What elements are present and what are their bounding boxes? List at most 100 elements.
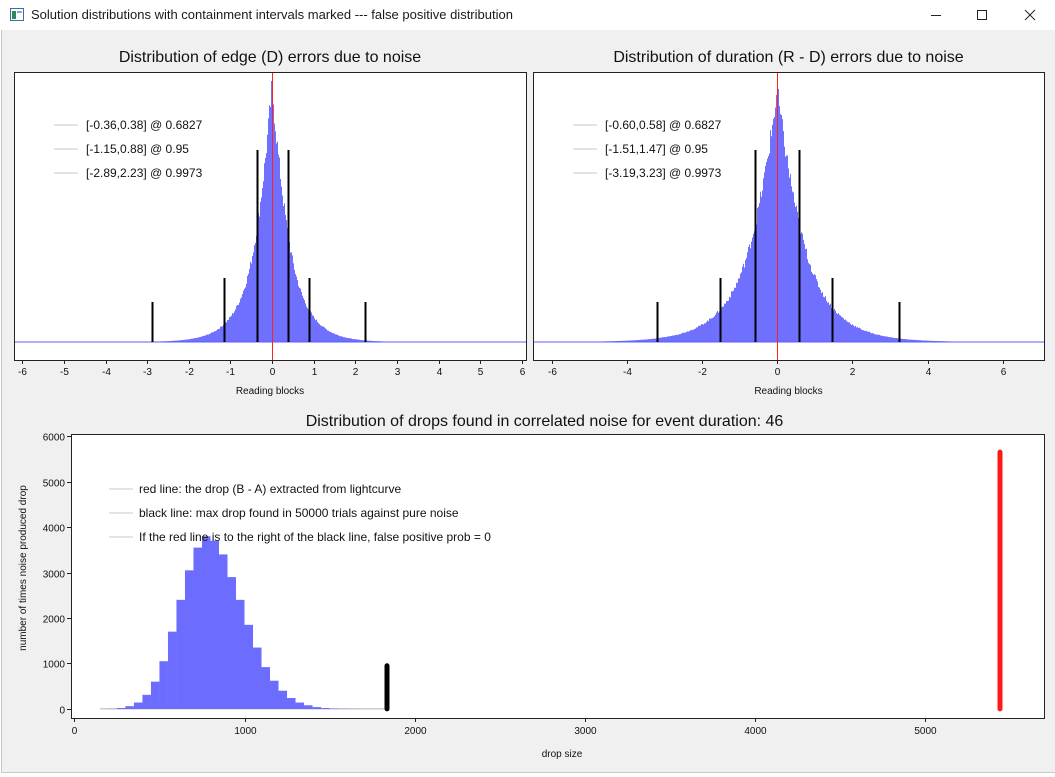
histogram-bin — [747, 252, 748, 342]
histogram-bin — [805, 249, 806, 342]
histogram-bin — [185, 340, 186, 342]
histogram-bar — [227, 577, 236, 709]
histogram-bin — [294, 270, 295, 342]
histogram-bin — [813, 275, 814, 342]
histogram-bin — [306, 307, 307, 342]
x-tick-label: 0 — [775, 367, 781, 378]
histogram-bin — [620, 341, 621, 342]
histogram-bin — [740, 274, 741, 342]
x-tick-label: 2 — [850, 367, 856, 378]
histogram-bin — [870, 333, 871, 342]
histogram-bin — [242, 294, 243, 342]
histogram-bar — [262, 667, 271, 709]
histogram-bar — [245, 625, 254, 709]
histogram-bin — [626, 341, 627, 342]
histogram-bin — [907, 339, 908, 342]
histogram-bin — [812, 273, 813, 342]
histogram-bin — [237, 305, 238, 342]
histogram-bin — [918, 340, 919, 342]
histogram-bin — [730, 297, 731, 342]
histogram-bin — [868, 332, 869, 342]
chart-panel-2: Distribution of duration (R - D) errors … — [534, 49, 1045, 397]
histogram-bin — [897, 338, 898, 342]
minimize-button[interactable] — [913, 0, 959, 30]
histogram-bin — [377, 341, 378, 342]
histogram-bin — [671, 336, 672, 342]
histogram-bin — [758, 207, 759, 342]
x-tick-label: -6 — [18, 367, 27, 378]
histogram-bar — [134, 703, 143, 709]
window-title: Solution distributions with containment … — [31, 7, 513, 22]
histogram-bin — [355, 339, 356, 342]
histogram-bin — [680, 334, 681, 342]
x-tick-label: -3 — [143, 367, 152, 378]
histogram-bin — [290, 252, 291, 342]
histogram-bin — [937, 341, 938, 342]
histogram-bin — [776, 95, 777, 342]
histogram-bar — [185, 570, 194, 709]
histogram-bin — [834, 309, 835, 342]
histogram-bin — [905, 339, 906, 342]
histogram-bin — [788, 168, 789, 342]
histogram-bin — [338, 335, 339, 342]
histogram-bin — [678, 335, 679, 342]
histogram-bin — [772, 125, 773, 342]
histogram-bin — [911, 340, 912, 342]
histogram-bin — [653, 339, 654, 342]
histogram-bin — [164, 341, 165, 342]
legend-item: [-2.89,2.23] @ 0.9973 — [86, 166, 203, 180]
histogram-bin — [864, 331, 865, 342]
histogram-bin — [250, 262, 251, 342]
histogram-bin — [770, 130, 771, 342]
histogram-bin — [311, 313, 312, 342]
histogram-bin — [687, 331, 688, 342]
histogram-bin — [725, 304, 726, 342]
histogram-bin — [792, 192, 793, 342]
histogram-bin — [645, 340, 646, 342]
histogram-bin — [818, 287, 819, 342]
histogram-bar — [193, 548, 202, 709]
histogram-bin — [731, 291, 732, 342]
histogram-bin — [651, 339, 652, 342]
maximize-button[interactable] — [959, 0, 1005, 30]
histogram-bar — [151, 682, 160, 709]
histogram-bin — [175, 341, 176, 342]
chart-title: Distribution of edge (D) errors due to n… — [119, 49, 421, 66]
histogram-bin — [670, 336, 671, 342]
histogram-bin — [697, 327, 698, 342]
histogram-bin — [608, 341, 609, 342]
histogram-bin — [292, 255, 293, 342]
histogram-bin — [249, 269, 250, 342]
histogram-bar — [313, 707, 322, 709]
histogram-bin — [341, 336, 342, 342]
histogram-bin — [216, 330, 217, 342]
histogram-bin — [293, 263, 294, 342]
histogram-bin — [305, 303, 306, 342]
histogram-bin — [878, 335, 879, 342]
histogram-bin — [859, 328, 860, 342]
histogram-bin — [354, 339, 355, 342]
histogram-bin — [736, 283, 737, 342]
histogram-bin — [793, 193, 794, 342]
histogram-bin — [166, 341, 167, 342]
histogram-bin — [206, 335, 207, 342]
histogram-bin — [628, 341, 629, 342]
histogram-bin — [177, 341, 178, 342]
window-titlebar[interactable]: Solution distributions with containment … — [0, 0, 1055, 30]
histogram-bin — [752, 237, 753, 342]
histogram-bin — [817, 281, 818, 342]
histogram-bin — [880, 336, 881, 342]
close-button[interactable] — [1007, 0, 1053, 30]
histogram-bin — [192, 339, 193, 342]
histogram-bin — [641, 340, 642, 342]
x-tick-label: -4 — [102, 367, 111, 378]
histogram-bin — [948, 341, 949, 342]
histogram-bin — [815, 275, 816, 342]
histogram-bin — [910, 340, 911, 342]
histogram-bin — [229, 317, 230, 342]
histogram-bin — [941, 341, 942, 342]
histogram-bin — [168, 341, 169, 342]
histogram-bin — [197, 338, 198, 342]
chart-panel-1: Distribution of edge (D) errors due to n… — [15, 49, 527, 397]
histogram-bin — [265, 158, 266, 342]
